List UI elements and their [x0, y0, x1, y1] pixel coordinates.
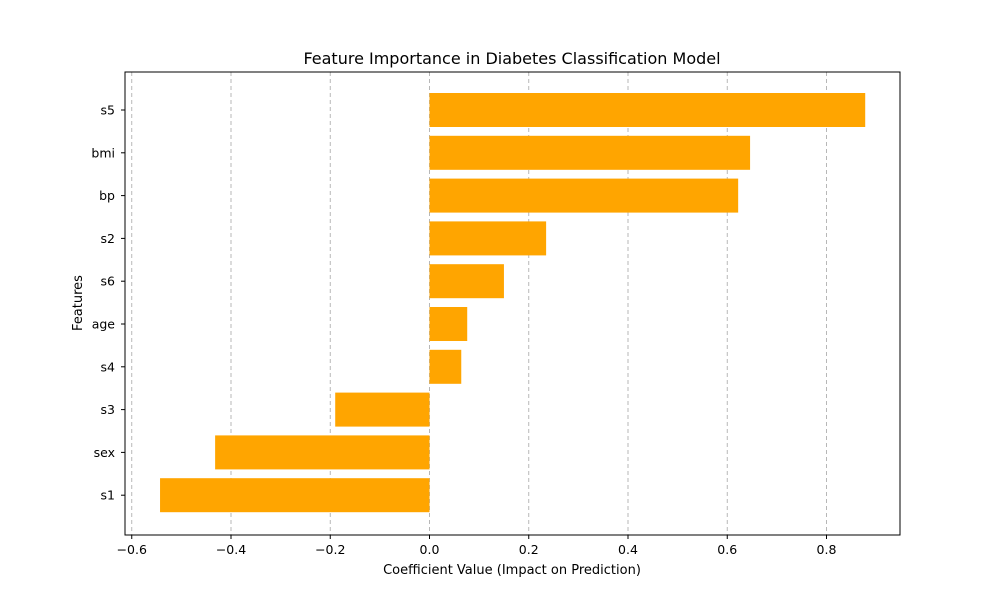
bar-sex	[215, 435, 430, 470]
x-tick-label: −0.4	[216, 542, 246, 557]
y-tick-label-bmi: bmi	[91, 145, 115, 160]
bar-s4	[429, 349, 462, 384]
plot-frame	[124, 71, 901, 536]
bar-bp	[429, 178, 739, 213]
x-tick-label: 0.2	[519, 542, 539, 557]
x-axis-label: Coefficient Value (Impact on Prediction)	[383, 563, 641, 578]
x-tick-label: −0.6	[117, 542, 147, 557]
bar-s1	[160, 478, 430, 513]
y-tick-label-s5: s5	[101, 103, 115, 118]
y-tick-label-s1: s1	[101, 488, 115, 503]
bar-s5	[429, 93, 866, 127]
y-tick-label-s2: s2	[101, 231, 115, 246]
y-tick-label-age: age	[92, 317, 116, 332]
x-tick-label: 0.4	[618, 542, 638, 557]
bar-age	[429, 307, 468, 341]
x-axis-ticks: −0.6 −0.4 −0.2 0.0 0.2 0.4 0.6 0.8	[117, 535, 837, 557]
x-tick-label: 0.6	[717, 542, 737, 557]
bar-s3	[335, 392, 430, 427]
bars	[160, 93, 866, 513]
bar-bmi	[429, 135, 751, 170]
x-tick-label: 0.8	[817, 542, 837, 557]
bar-s2	[429, 221, 547, 256]
x-tick-label: −0.2	[315, 542, 345, 557]
y-axis-ticks: s5 bmi bp s2 s6 age s4 s3 sex s1	[91, 103, 125, 503]
y-axis-label: Features	[71, 275, 86, 331]
x-tick-label: 0.0	[420, 542, 440, 557]
chart-title: Feature Importance in Diabetes Classific…	[303, 49, 720, 68]
bar-s6	[429, 264, 504, 299]
y-tick-label-s3: s3	[101, 402, 115, 417]
y-tick-label-s4: s4	[101, 359, 116, 374]
y-tick-label-s6: s6	[101, 274, 116, 289]
y-tick-label-sex: sex	[94, 445, 115, 460]
y-tick-label-bp: bp	[99, 188, 115, 203]
